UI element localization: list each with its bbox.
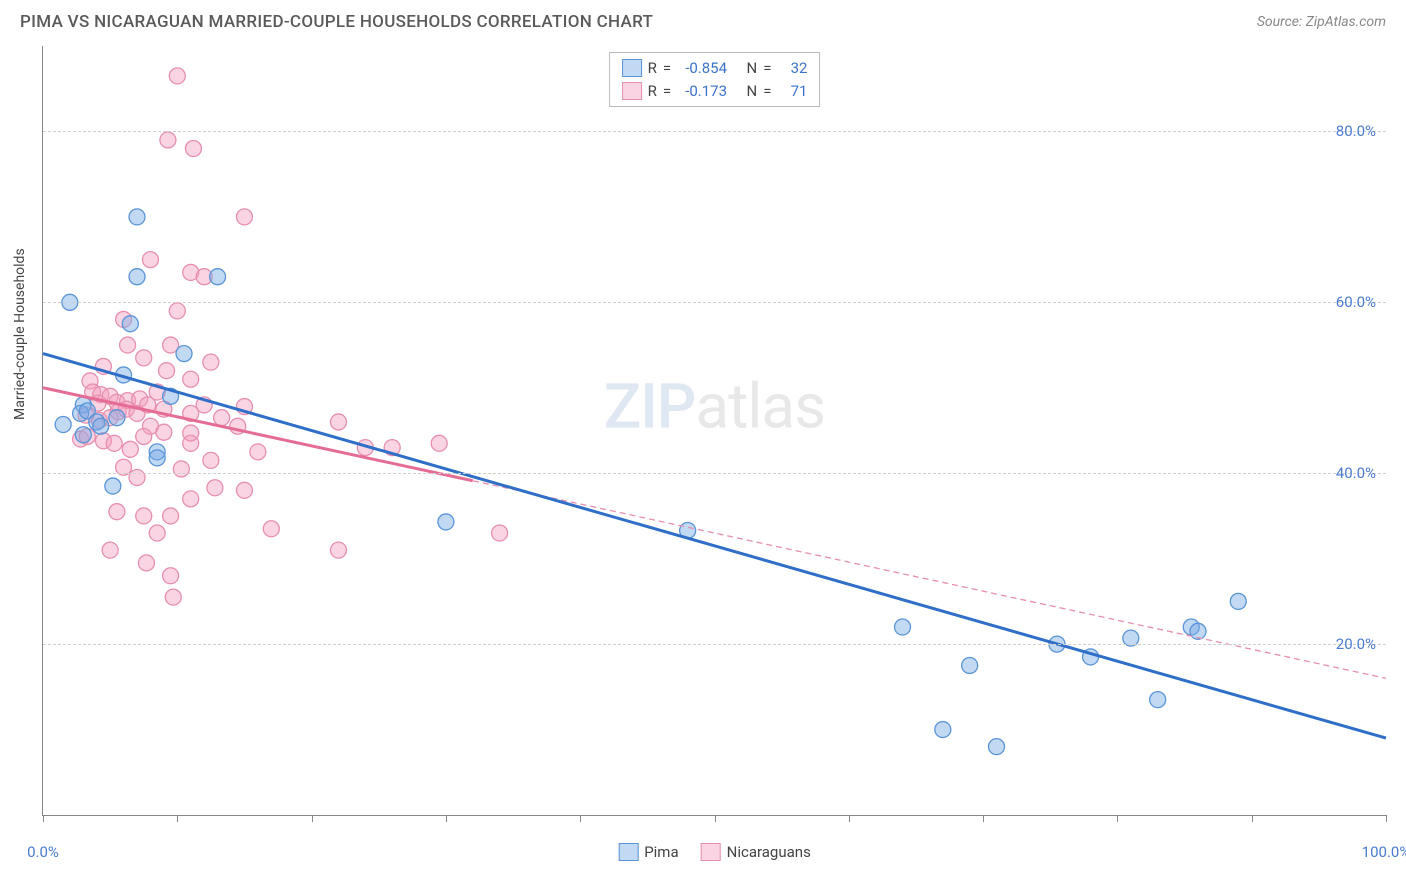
chart-title: PIMA VS NICARAGUAN MARRIED-COUPLE HOUSEH… bbox=[20, 12, 653, 32]
gridline bbox=[43, 302, 1386, 303]
data-point-nicaraguans bbox=[136, 428, 152, 444]
data-point-pima bbox=[55, 417, 71, 433]
data-point-pima bbox=[149, 450, 165, 466]
data-point-nicaraguans bbox=[102, 542, 118, 558]
data-point-pima bbox=[129, 269, 145, 285]
data-point-nicaraguans bbox=[163, 568, 179, 584]
data-point-pima bbox=[962, 657, 978, 673]
data-point-nicaraguans bbox=[109, 504, 125, 520]
data-point-nicaraguans bbox=[330, 414, 346, 430]
data-point-nicaraguans bbox=[136, 508, 152, 524]
data-point-nicaraguans bbox=[106, 435, 122, 451]
chart-plot-area: ZIPatlas R = -0.854 N = 32 R = -0.173 N … bbox=[42, 46, 1386, 816]
data-point-nicaraguans bbox=[156, 424, 172, 440]
data-point-nicaraguans bbox=[185, 141, 201, 157]
x-tick-label: 100.0% bbox=[1362, 843, 1406, 861]
data-point-pima bbox=[129, 209, 145, 225]
data-point-nicaraguans bbox=[129, 469, 145, 485]
swatch-nicaraguans bbox=[701, 843, 721, 861]
x-tick bbox=[446, 815, 447, 822]
x-tick bbox=[312, 815, 313, 822]
data-point-pima bbox=[1150, 692, 1166, 708]
legend-item-nicaraguans: Nicaraguans bbox=[701, 843, 811, 861]
x-tick bbox=[1117, 815, 1118, 822]
data-point-nicaraguans bbox=[149, 525, 165, 541]
data-point-pima bbox=[210, 269, 226, 285]
data-point-nicaraguans bbox=[169, 303, 185, 319]
swatch-pima bbox=[618, 843, 638, 861]
data-point-nicaraguans bbox=[214, 410, 230, 426]
x-tick bbox=[1252, 815, 1253, 822]
data-point-nicaraguans bbox=[236, 482, 252, 498]
data-point-nicaraguans bbox=[173, 461, 189, 477]
data-point-pima bbox=[989, 739, 1005, 755]
x-tick bbox=[1386, 815, 1387, 822]
y-axis-label: Married-couple Households bbox=[12, 248, 28, 420]
data-point-pima bbox=[109, 410, 125, 426]
legend-item-pima: Pima bbox=[618, 843, 678, 861]
data-point-pima bbox=[935, 722, 951, 738]
trend-line bbox=[43, 354, 1386, 738]
data-point-nicaraguans bbox=[263, 521, 279, 537]
data-point-nicaraguans bbox=[183, 491, 199, 507]
data-point-nicaraguans bbox=[183, 371, 199, 387]
data-point-nicaraguans bbox=[169, 68, 185, 84]
scatter-svg bbox=[43, 46, 1386, 815]
data-point-nicaraguans bbox=[165, 589, 181, 605]
data-point-nicaraguans bbox=[159, 363, 175, 379]
data-point-pima bbox=[438, 514, 454, 530]
chart-source: Source: ZipAtlas.com bbox=[1257, 14, 1386, 30]
data-point-pima bbox=[93, 418, 109, 434]
data-point-pima bbox=[75, 427, 91, 443]
data-point-nicaraguans bbox=[203, 452, 219, 468]
data-point-pima bbox=[122, 316, 138, 332]
data-point-nicaraguans bbox=[431, 435, 447, 451]
data-point-nicaraguans bbox=[330, 542, 346, 558]
data-point-pima bbox=[105, 478, 121, 494]
data-point-nicaraguans bbox=[136, 350, 152, 366]
data-point-pima bbox=[895, 619, 911, 635]
series-legend: Pima Nicaraguans bbox=[618, 843, 811, 861]
data-point-nicaraguans bbox=[120, 337, 136, 353]
chart-header: PIMA VS NICARAGUAN MARRIED-COUPLE HOUSEH… bbox=[0, 0, 1406, 40]
gridline bbox=[43, 473, 1386, 474]
x-tick bbox=[580, 815, 581, 822]
x-tick bbox=[983, 815, 984, 822]
data-point-pima bbox=[176, 346, 192, 362]
gridline bbox=[43, 644, 1386, 645]
data-point-nicaraguans bbox=[160, 132, 176, 148]
data-point-nicaraguans bbox=[203, 354, 219, 370]
data-point-nicaraguans bbox=[138, 555, 154, 571]
data-point-pima bbox=[1230, 593, 1246, 609]
x-tick bbox=[849, 815, 850, 822]
data-point-nicaraguans bbox=[183, 425, 199, 441]
data-point-nicaraguans bbox=[236, 209, 252, 225]
data-point-nicaraguans bbox=[142, 252, 158, 268]
x-tick-label: 0.0% bbox=[27, 843, 59, 861]
x-tick bbox=[43, 815, 44, 822]
data-point-nicaraguans bbox=[492, 525, 508, 541]
gridline bbox=[43, 131, 1386, 132]
data-point-nicaraguans bbox=[122, 441, 138, 457]
data-point-nicaraguans bbox=[250, 444, 266, 460]
x-tick bbox=[177, 815, 178, 822]
x-tick bbox=[715, 815, 716, 822]
data-point-nicaraguans bbox=[163, 508, 179, 524]
data-point-nicaraguans bbox=[207, 480, 223, 496]
data-point-pima bbox=[1190, 623, 1206, 639]
